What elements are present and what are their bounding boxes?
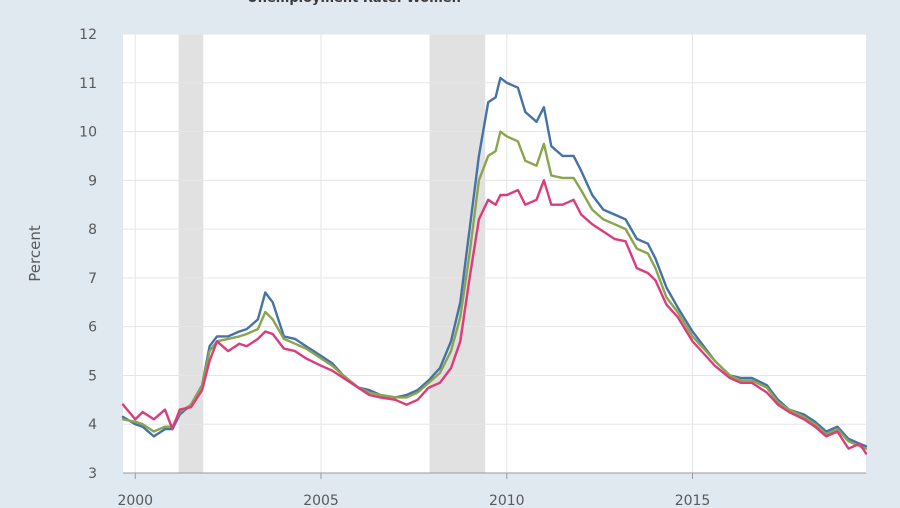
x-tick-label-2005: 2005 — [303, 493, 339, 508]
y-tick-label-10: 10 — [79, 125, 97, 141]
y-tick-label-3: 3 — [88, 466, 97, 482]
x-tick-label-2010: 2010 — [489, 493, 525, 508]
y-tick-label-7: 7 — [88, 271, 97, 287]
y-tick-label-4: 4 — [88, 417, 97, 433]
series-line-3 — [121, 179, 868, 455]
chart-title: Unemployment Rate: Women — [247, 0, 461, 6]
recession-band-2 — [429, 34, 486, 473]
y-tick-label-12: 12 — [79, 27, 97, 43]
x-tick-label-2000: 2000 — [117, 493, 153, 508]
y-tick-label-6: 6 — [88, 320, 97, 336]
y-tick-label-9: 9 — [88, 173, 97, 189]
y-tick-label-11: 11 — [79, 76, 97, 92]
recession-band-1 — [178, 34, 204, 473]
y-tick-label-8: 8 — [88, 222, 97, 238]
series-line-2 — [121, 130, 868, 450]
plot-area — [123, 34, 866, 473]
y-axis-title: Percent — [26, 225, 44, 282]
y-tick-label-5: 5 — [88, 368, 97, 384]
x-tick-label-2015: 2015 — [675, 493, 711, 508]
